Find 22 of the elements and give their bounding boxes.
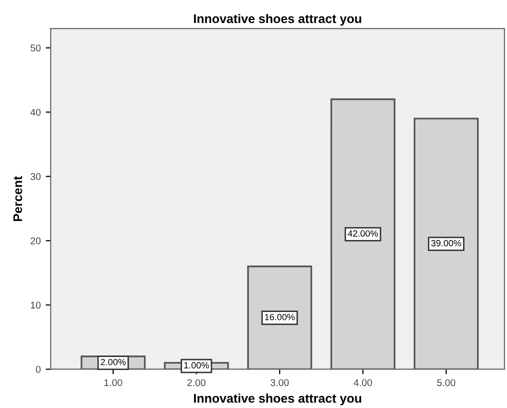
y-tick-label: 40 [30,108,41,116]
x-axis-title: Innovative shoes attract you [194,394,362,406]
y-tick-label: 50 [30,44,41,52]
data-label: 16.00% [265,314,295,320]
x-tick-label: 2.00 [187,379,206,386]
bar [414,118,479,370]
data-label: 1.00% [184,362,209,368]
data-label: 39.00% [431,240,462,246]
y-tick-label: 10 [30,302,41,309]
data-label: 42.00% [348,230,378,237]
y-tick-label: 20 [30,237,41,244]
x-tick-label: 4.00 [354,379,372,386]
x-tick-label: 5.00 [437,379,456,386]
bar [330,98,396,370]
x-tick-label: 3.00 [270,379,289,386]
bar [247,266,312,370]
x-tick-label: 1.00 [104,379,122,386]
y-tick-label: 30 [30,173,41,180]
chart-title: Innovative shoes attract you [194,14,362,26]
y-axis-title: Percent [13,176,22,221]
y-tick-label: 0 [36,366,41,373]
data-label: 2.00% [100,358,126,366]
